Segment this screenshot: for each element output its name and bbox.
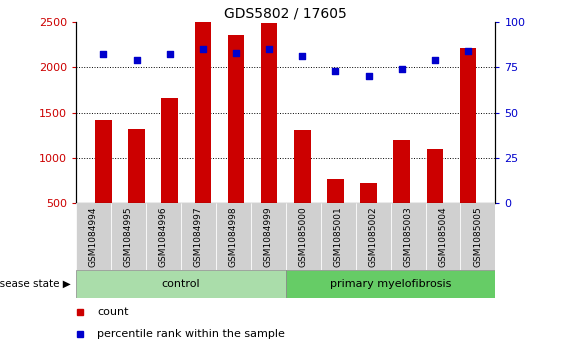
Bar	[95, 120, 111, 203]
Text: control: control	[162, 279, 200, 289]
Text: GSM1085005: GSM1085005	[473, 207, 482, 268]
Point	[231, 50, 240, 56]
Text: GSM1084998: GSM1084998	[229, 207, 238, 267]
Bar	[251, 203, 286, 270]
Bar	[181, 203, 216, 270]
Point	[165, 52, 174, 57]
Bar	[76, 203, 111, 270]
Bar	[461, 203, 495, 270]
Bar	[360, 183, 377, 203]
Text: GSM1085003: GSM1085003	[404, 207, 413, 268]
Bar	[294, 130, 311, 203]
Text: GSM1085001: GSM1085001	[334, 207, 343, 268]
Title: GDS5802 / 17605: GDS5802 / 17605	[224, 7, 347, 21]
Bar	[195, 22, 211, 203]
Text: percentile rank within the sample: percentile rank within the sample	[97, 329, 285, 339]
Bar	[426, 203, 461, 270]
Bar	[391, 203, 426, 270]
Bar	[427, 149, 443, 203]
Bar	[227, 36, 244, 203]
Bar	[285, 270, 495, 298]
Bar	[327, 179, 344, 203]
Bar	[321, 203, 356, 270]
Bar	[394, 140, 410, 203]
Point	[431, 57, 440, 63]
Bar	[261, 23, 278, 203]
Text: GSM1084994: GSM1084994	[89, 207, 98, 267]
Text: disease state ▶: disease state ▶	[0, 279, 70, 289]
Bar	[111, 203, 146, 270]
Point	[463, 48, 472, 54]
Text: GSM1085002: GSM1085002	[369, 207, 378, 267]
Text: primary myelofibrosis: primary myelofibrosis	[330, 279, 452, 289]
Bar	[128, 129, 145, 203]
Point	[99, 52, 108, 57]
Bar	[285, 203, 321, 270]
Text: GSM1084999: GSM1084999	[263, 207, 272, 267]
Text: GSM1084996: GSM1084996	[159, 207, 168, 267]
Point	[198, 46, 207, 52]
Bar	[460, 48, 476, 203]
Text: GSM1085000: GSM1085000	[299, 207, 308, 268]
Bar	[76, 270, 285, 298]
Bar	[146, 203, 181, 270]
Point	[265, 46, 274, 52]
Point	[331, 68, 340, 74]
Bar	[356, 203, 391, 270]
Point	[132, 57, 141, 63]
Text: GSM1084995: GSM1084995	[124, 207, 133, 267]
Point	[298, 53, 307, 59]
Text: count: count	[97, 307, 128, 317]
Text: GSM1085004: GSM1085004	[439, 207, 448, 267]
Text: GSM1084997: GSM1084997	[194, 207, 203, 267]
Bar	[216, 203, 251, 270]
Bar	[162, 98, 178, 203]
Point	[397, 66, 406, 72]
Point	[364, 73, 373, 79]
